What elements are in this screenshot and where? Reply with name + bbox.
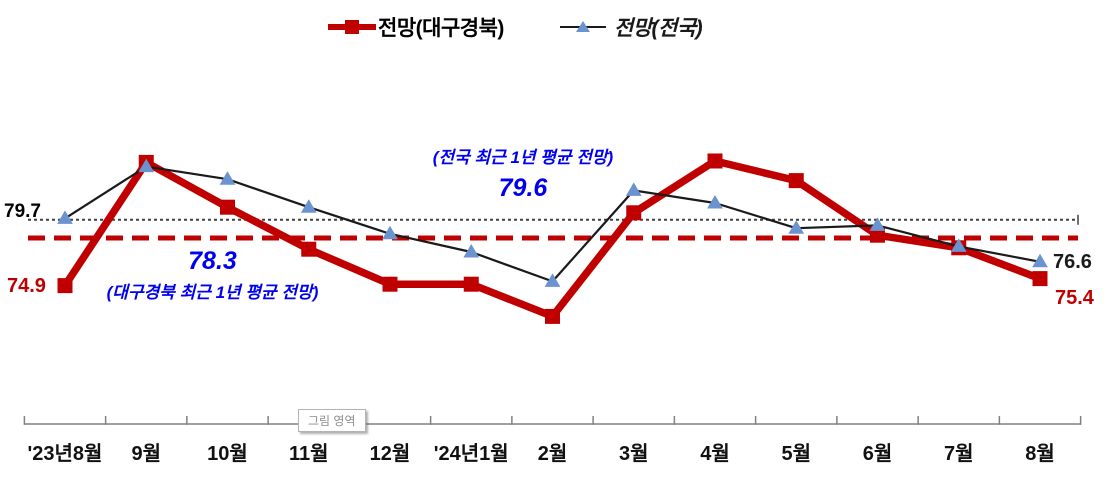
national-average-value: 79.6 xyxy=(498,174,548,202)
legend-label-national: 전망(전국) xyxy=(613,17,703,40)
national-series-marker xyxy=(625,182,642,196)
national-series-marker xyxy=(788,220,805,234)
x-axis-label: 10월 xyxy=(207,443,248,465)
x-axis-label: 7월 xyxy=(943,443,974,465)
national-series-marker xyxy=(219,171,236,185)
national-series-marker xyxy=(138,158,155,173)
national-series-marker xyxy=(544,273,561,287)
daegu-series-legend-icon xyxy=(328,20,376,34)
last-point-label-national: 76.6 xyxy=(1053,251,1092,273)
last-point-label-daegu: 75.4 xyxy=(1055,287,1094,309)
plot-area-tooltip: 그림 영역 xyxy=(298,409,366,432)
daegu-average-annotation: 78.3 (대구경북 최근 1년 평균 전망) xyxy=(70,247,355,303)
x-axis-label: '23년8월 xyxy=(27,443,103,465)
x-axis-label: 12월 xyxy=(369,443,411,465)
national-average-caption: (전국 최근 1년 평균 전망) xyxy=(432,148,614,167)
first-point-label-national: 79.7 xyxy=(4,201,41,222)
daegu-series-marker xyxy=(301,241,317,257)
daegu-series-marker xyxy=(626,205,642,221)
x-axis-label: 8월 xyxy=(1025,443,1055,465)
daegu-series-marker xyxy=(788,173,804,189)
daegu-series-marker xyxy=(57,278,73,294)
daegu-series-marker xyxy=(1032,271,1048,287)
national-series-marker xyxy=(707,195,723,209)
x-axis-label: 11월 xyxy=(288,443,329,465)
legend: 전망(대구경북) 전망(전국) xyxy=(328,12,703,42)
x-axis-label: 4월 xyxy=(700,443,730,465)
national-series-marker xyxy=(463,244,480,258)
x-axis-label: 9월 xyxy=(131,443,162,465)
national-series-marker xyxy=(1032,253,1048,268)
daegu-series-marker xyxy=(382,276,398,292)
first-point-label-daegu: 74.9 xyxy=(7,275,46,297)
daegu-series-marker xyxy=(220,199,235,215)
national-series-marker xyxy=(57,210,73,224)
daegu-average-caption: (대구경북 최근 1년 평균 전망) xyxy=(106,283,319,302)
legend-label-daegu: 전망(대구경북) xyxy=(378,17,504,40)
legend-item-daegu: 전망(대구경북) xyxy=(328,12,504,42)
daegu-series-marker xyxy=(545,308,560,324)
national-average-annotation: (전국 최근 1년 평균 전망) 79.6 xyxy=(378,143,668,203)
national-series-marker xyxy=(300,199,317,213)
national-series-marker xyxy=(950,238,967,252)
daegu-series-marker xyxy=(463,276,479,292)
national-series-marker xyxy=(382,225,398,240)
daegu-series-marker xyxy=(707,153,723,169)
legend-item-national: 전망(전국) xyxy=(559,12,703,42)
x-axis-label: 5월 xyxy=(781,443,812,465)
national-series-marker xyxy=(869,217,886,231)
x-axis-label: 3월 xyxy=(618,443,649,465)
daegu-average-value: 78.3 xyxy=(188,247,237,275)
x-axis-label: 2월 xyxy=(537,443,568,465)
x-axis-label: '24년1월 xyxy=(433,443,509,465)
national-series-legend-icon xyxy=(559,20,606,34)
x-axis-label: 6월 xyxy=(862,443,893,465)
daegu-series-marker xyxy=(870,227,885,243)
